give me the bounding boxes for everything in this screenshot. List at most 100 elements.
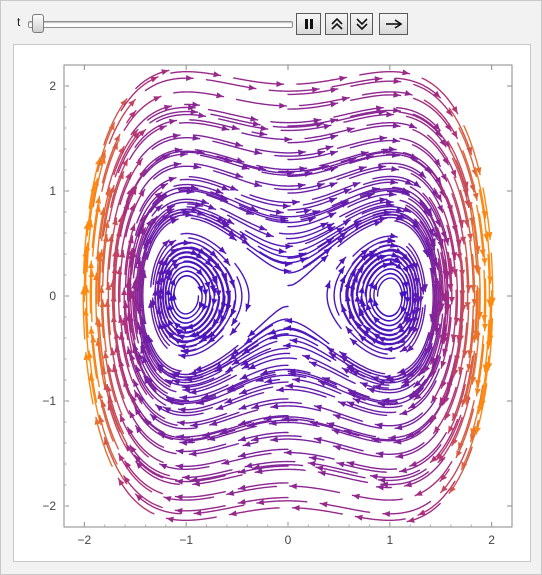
stream-line bbox=[210, 191, 259, 212]
stream-arrowhead bbox=[252, 120, 261, 127]
stream-line bbox=[287, 118, 339, 127]
stream-arrowhead bbox=[176, 463, 184, 470]
slider-track[interactable] bbox=[28, 21, 293, 28]
stream-arrowhead bbox=[422, 207, 429, 216]
slower-button[interactable] bbox=[350, 13, 373, 35]
stream-line bbox=[427, 134, 457, 178]
stream-arrowhead bbox=[99, 156, 106, 165]
stream-arrowhead bbox=[138, 129, 146, 137]
stream-line bbox=[188, 237, 231, 266]
stream-arrowhead bbox=[211, 277, 218, 286]
stream-line bbox=[443, 239, 452, 292]
stream-line bbox=[99, 414, 118, 465]
stream-line bbox=[451, 193, 465, 245]
stream-arrowhead bbox=[125, 313, 132, 321]
stream-line bbox=[429, 418, 459, 464]
stream-line bbox=[129, 125, 167, 160]
stream-arrowhead bbox=[310, 420, 318, 427]
stream-line bbox=[333, 107, 384, 118]
stream-line bbox=[446, 196, 461, 248]
stream-line bbox=[348, 391, 399, 404]
stream-line bbox=[406, 333, 434, 379]
stream-arrowhead bbox=[221, 125, 229, 131]
stream-line bbox=[240, 194, 291, 207]
stream-line bbox=[378, 244, 418, 271]
stream-arrowhead bbox=[364, 325, 372, 333]
stream-arrowhead bbox=[150, 216, 158, 224]
stream-arrowhead bbox=[408, 122, 417, 129]
stream-line bbox=[474, 166, 487, 219]
stream-line bbox=[190, 217, 237, 241]
faster-button[interactable] bbox=[325, 13, 348, 35]
direction-button[interactable] bbox=[379, 13, 408, 35]
stream-line bbox=[407, 368, 440, 410]
stream-arrowhead bbox=[150, 76, 158, 83]
stream-line bbox=[374, 412, 423, 427]
stream-line bbox=[165, 516, 217, 521]
stream-arrowhead bbox=[130, 187, 137, 196]
stream-line bbox=[135, 364, 167, 406]
stream-arrowhead bbox=[330, 87, 338, 94]
stream-line bbox=[460, 259, 465, 313]
double-chevron-up-icon bbox=[330, 17, 343, 30]
stream-line bbox=[88, 157, 101, 209]
stream-arrowhead bbox=[458, 219, 465, 228]
stream-arrowhead bbox=[333, 414, 341, 420]
stream-line bbox=[326, 280, 342, 330]
stream-line bbox=[399, 199, 435, 237]
stream-arrowhead bbox=[134, 407, 142, 416]
stream-line bbox=[419, 201, 443, 250]
stream-line bbox=[142, 213, 170, 259]
stream-arrowhead bbox=[209, 250, 217, 258]
pause-button[interactable] bbox=[296, 13, 321, 35]
stream-arrowhead bbox=[113, 331, 120, 339]
stream-line bbox=[149, 190, 195, 213]
stream-line bbox=[343, 429, 395, 441]
stream-line bbox=[471, 253, 476, 307]
stream-arrowhead bbox=[118, 315, 124, 323]
stream-arrowhead bbox=[372, 333, 381, 340]
stream-arrowhead bbox=[140, 342, 147, 350]
stream-line bbox=[440, 447, 468, 494]
stream-arrowhead bbox=[441, 380, 447, 389]
stream-line bbox=[225, 347, 272, 373]
stream-line bbox=[268, 88, 320, 92]
stream-line bbox=[377, 387, 424, 406]
stream-line bbox=[371, 430, 421, 442]
stream-line bbox=[201, 378, 249, 399]
stream-line bbox=[270, 119, 322, 124]
stream-arrowhead bbox=[440, 231, 447, 239]
stream-line bbox=[90, 326, 98, 379]
stream-line bbox=[213, 170, 263, 187]
stream-line bbox=[366, 382, 416, 394]
stream-line bbox=[174, 505, 226, 512]
stream-line bbox=[350, 94, 402, 101]
stream-arrowhead bbox=[303, 208, 312, 215]
stream-arrowhead bbox=[440, 360, 447, 369]
stream-line bbox=[227, 371, 276, 391]
stream-arrowhead bbox=[167, 330, 175, 339]
stream-line bbox=[140, 341, 170, 385]
stream-line bbox=[179, 256, 218, 286]
stream-line bbox=[483, 269, 486, 323]
stream-line bbox=[136, 182, 169, 224]
stream-arrowhead bbox=[475, 167, 482, 175]
stream-line bbox=[252, 464, 304, 469]
stream-arrowhead bbox=[110, 348, 116, 356]
slider-thumb[interactable] bbox=[32, 14, 44, 33]
stream-arrowhead bbox=[392, 107, 401, 114]
stream-line bbox=[462, 150, 478, 201]
stream-arrowhead bbox=[100, 400, 107, 408]
stream-arrowhead bbox=[448, 296, 455, 304]
stream-line bbox=[83, 248, 87, 302]
stream-arrowhead bbox=[192, 480, 201, 487]
stream-line bbox=[357, 214, 407, 226]
stream-line bbox=[160, 198, 210, 210]
stream-arrowhead bbox=[185, 437, 193, 444]
stream-line bbox=[247, 305, 289, 338]
stream-arrowhead bbox=[342, 220, 351, 227]
stream-line bbox=[88, 177, 99, 230]
stream-arrowhead bbox=[312, 210, 320, 216]
stream-arrowhead bbox=[168, 293, 175, 301]
